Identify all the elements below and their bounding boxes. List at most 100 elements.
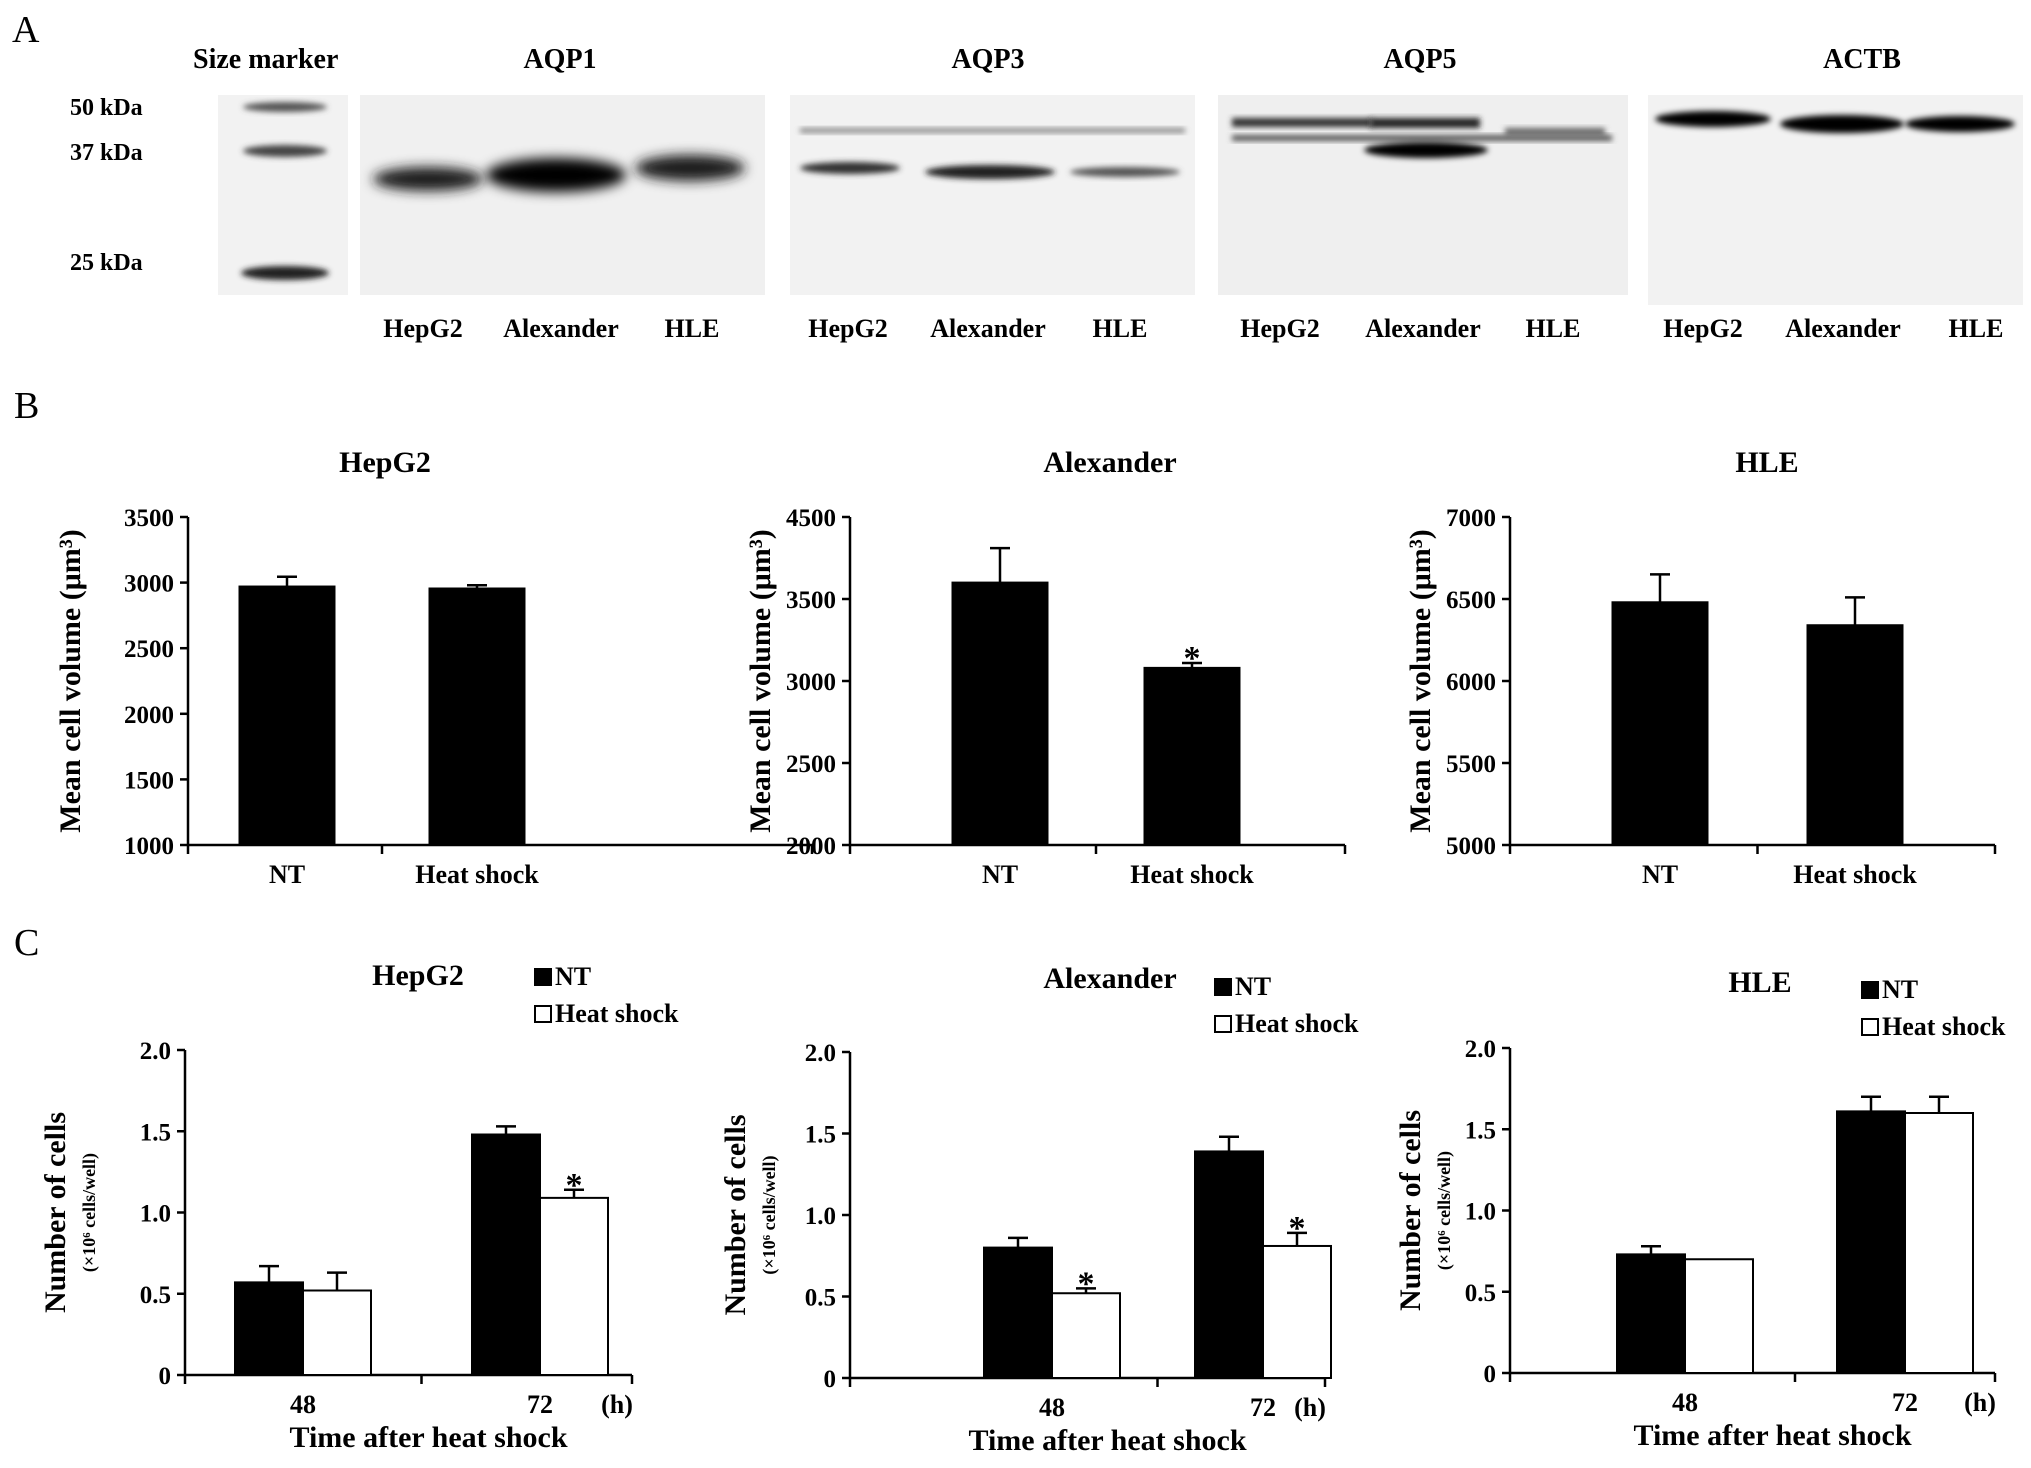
band-aqp3-hle	[1070, 167, 1180, 177]
x-axis-unit: (h)	[601, 1390, 633, 1419]
chart-c-hepg2: HepG2 0 0.5 1.0 1.5 2.0 Number of cells (×10⁶ c…	[39, 959, 679, 1454]
bar-heat-shock	[539, 1196, 609, 1376]
category-label: 72	[1892, 1388, 1918, 1417]
bar-heat-shock	[1904, 1112, 1974, 1374]
y-tick-label: 1.0	[1465, 1199, 1496, 1226]
band-actb-hle	[1905, 116, 2015, 132]
y-tick-label: 1000	[124, 833, 174, 860]
bar-heat-shock	[1262, 1244, 1332, 1379]
blot-aqp1	[360, 95, 765, 295]
category-label: NT	[269, 860, 305, 889]
band-aqp5-mid	[1232, 135, 1612, 141]
bar-heat-shock	[1051, 1292, 1121, 1379]
legend-label: NT	[1882, 975, 1918, 1004]
significance-marker: *	[1289, 1210, 1306, 1247]
bar-nt	[983, 1246, 1053, 1379]
category-label: Heat shock	[1793, 860, 1917, 889]
marker-label-25: 25 kDa	[70, 250, 143, 276]
bar	[1806, 624, 1904, 846]
y-tick-label: 6000	[1446, 669, 1496, 696]
y-tick-label: 2000	[124, 702, 174, 729]
bar-nt	[1616, 1253, 1686, 1374]
marker-band-37	[243, 145, 327, 157]
band-aqp3-upper	[800, 128, 1185, 133]
chart-b-hle: HLE 5000 5500 6000 6500 7000 Mean cell volume …	[1404, 446, 1997, 889]
chart-title: HLE	[1728, 966, 1791, 999]
y-axis-label: Mean cell volume (μm³)	[54, 529, 87, 832]
bar	[238, 585, 336, 846]
y-tick-label: 0.5	[805, 1285, 836, 1312]
y-tick-label: 0	[159, 1363, 172, 1390]
legend-swatch	[534, 1005, 552, 1023]
y-tick-label: 2500	[124, 636, 174, 663]
y-tick-label: 1.0	[140, 1201, 171, 1228]
bar	[1143, 666, 1241, 846]
lane-actb-alexander: Alexander	[1785, 314, 1901, 343]
y-axis-label: Number of cells	[1394, 1110, 1427, 1311]
x-axis-label: Time after heat shock	[1633, 1419, 1911, 1452]
lane-aqp3-hle: HLE	[1093, 314, 1148, 343]
marker-label-50: 50 kDa	[70, 95, 143, 121]
lane-aqp3-alexander: Alexander	[930, 314, 1046, 343]
y-tick-label: 5500	[1446, 751, 1496, 778]
chart-title: HepG2	[372, 959, 464, 992]
size-marker-title: Size marker	[193, 44, 338, 75]
size-marker-strip	[218, 95, 348, 295]
bar	[1611, 601, 1709, 847]
legend-swatch	[1861, 981, 1879, 999]
legend-label: Heat shock	[1235, 1009, 1359, 1038]
legend-swatch	[1214, 1015, 1232, 1033]
chart-title: HepG2	[339, 446, 431, 479]
blot-title-aqp1: AQP1	[523, 44, 596, 75]
band-aqp3-alexander	[925, 165, 1055, 179]
category-label: 48	[1039, 1393, 1065, 1422]
y-tick-label: 0	[1484, 1361, 1497, 1388]
lane-aqp5-hepg2: HepG2	[1240, 314, 1319, 343]
lane-actb-hepg2: HepG2	[1663, 314, 1742, 343]
y-tick-label: 2.0	[1465, 1036, 1496, 1063]
category-label: NT	[982, 860, 1018, 889]
chart-c-alexander: Alexander 0 0.5 1.0 1.5 2.0 Number of cells (×1…	[719, 962, 1359, 1457]
category-label: 48	[290, 1390, 316, 1419]
band-aqp1-hle	[635, 155, 745, 181]
blot-title-aqp3: AQP3	[951, 44, 1024, 75]
band-actb-alexander	[1780, 115, 1904, 133]
panel-letter-a: A	[12, 9, 40, 51]
lane-aqp5-hle: HLE	[1526, 314, 1581, 343]
category-label: 72	[527, 1390, 553, 1419]
band-actb-hepg2	[1655, 111, 1771, 127]
category-label: NT	[1642, 860, 1678, 889]
y-tick-label: 2.0	[140, 1038, 171, 1065]
lane-aqp5-alexander: Alexander	[1365, 314, 1481, 343]
lane-aqp1-hle: HLE	[665, 314, 720, 343]
legend-swatch	[534, 968, 552, 986]
blot-panel: Size marker 50 kDa 37 kDa 25 kDa AQP1 He…	[70, 44, 2023, 343]
y-axis-label: Mean cell volume (μm³)	[744, 529, 777, 832]
category-label: 72	[1250, 1393, 1276, 1422]
y-tick-label: 2500	[786, 751, 836, 778]
blot-title-aqp5: AQP5	[1383, 44, 1456, 75]
y-tick-label: 0.5	[1465, 1280, 1496, 1307]
significance-marker: *	[1078, 1265, 1095, 1302]
legend-swatch	[1214, 978, 1232, 996]
band-aqp5-alexander	[1364, 142, 1488, 158]
lane-aqp1-alexander: Alexander	[503, 314, 619, 343]
band-aqp5-alexander-top	[1370, 118, 1480, 128]
legend-label: Heat shock	[1882, 1012, 2006, 1041]
legend-label: NT	[555, 962, 591, 991]
y-axis-label: Number of cells	[719, 1114, 752, 1315]
y-tick-label: 3500	[786, 587, 836, 614]
category-label: Heat shock	[415, 860, 539, 889]
y-tick-label: 7000	[1446, 505, 1496, 532]
panel-letter-c: C	[14, 922, 39, 964]
chart-c-hle: HLE 0 0.5 1.0 1.5 2.0 Number of cells (×10⁶ cel…	[1394, 966, 2006, 1452]
band-aqp5-hle	[1505, 128, 1605, 136]
y-tick-label: 1.5	[140, 1119, 171, 1146]
chart-b-alexander: Alexander 2000 2500 3000 3500 4500 Mean cell v…	[744, 446, 1347, 889]
chart-title: HLE	[1735, 446, 1798, 479]
marker-label-37: 37 kDa	[70, 140, 143, 166]
y-tick-label: 0	[824, 1366, 837, 1393]
band-aqp1-alexander	[486, 158, 626, 192]
bar-nt	[1836, 1110, 1906, 1374]
chart-b-hepg2: HepG2 1000 1500 2000 2500 3000 3500 Mean cell v…	[54, 446, 814, 889]
